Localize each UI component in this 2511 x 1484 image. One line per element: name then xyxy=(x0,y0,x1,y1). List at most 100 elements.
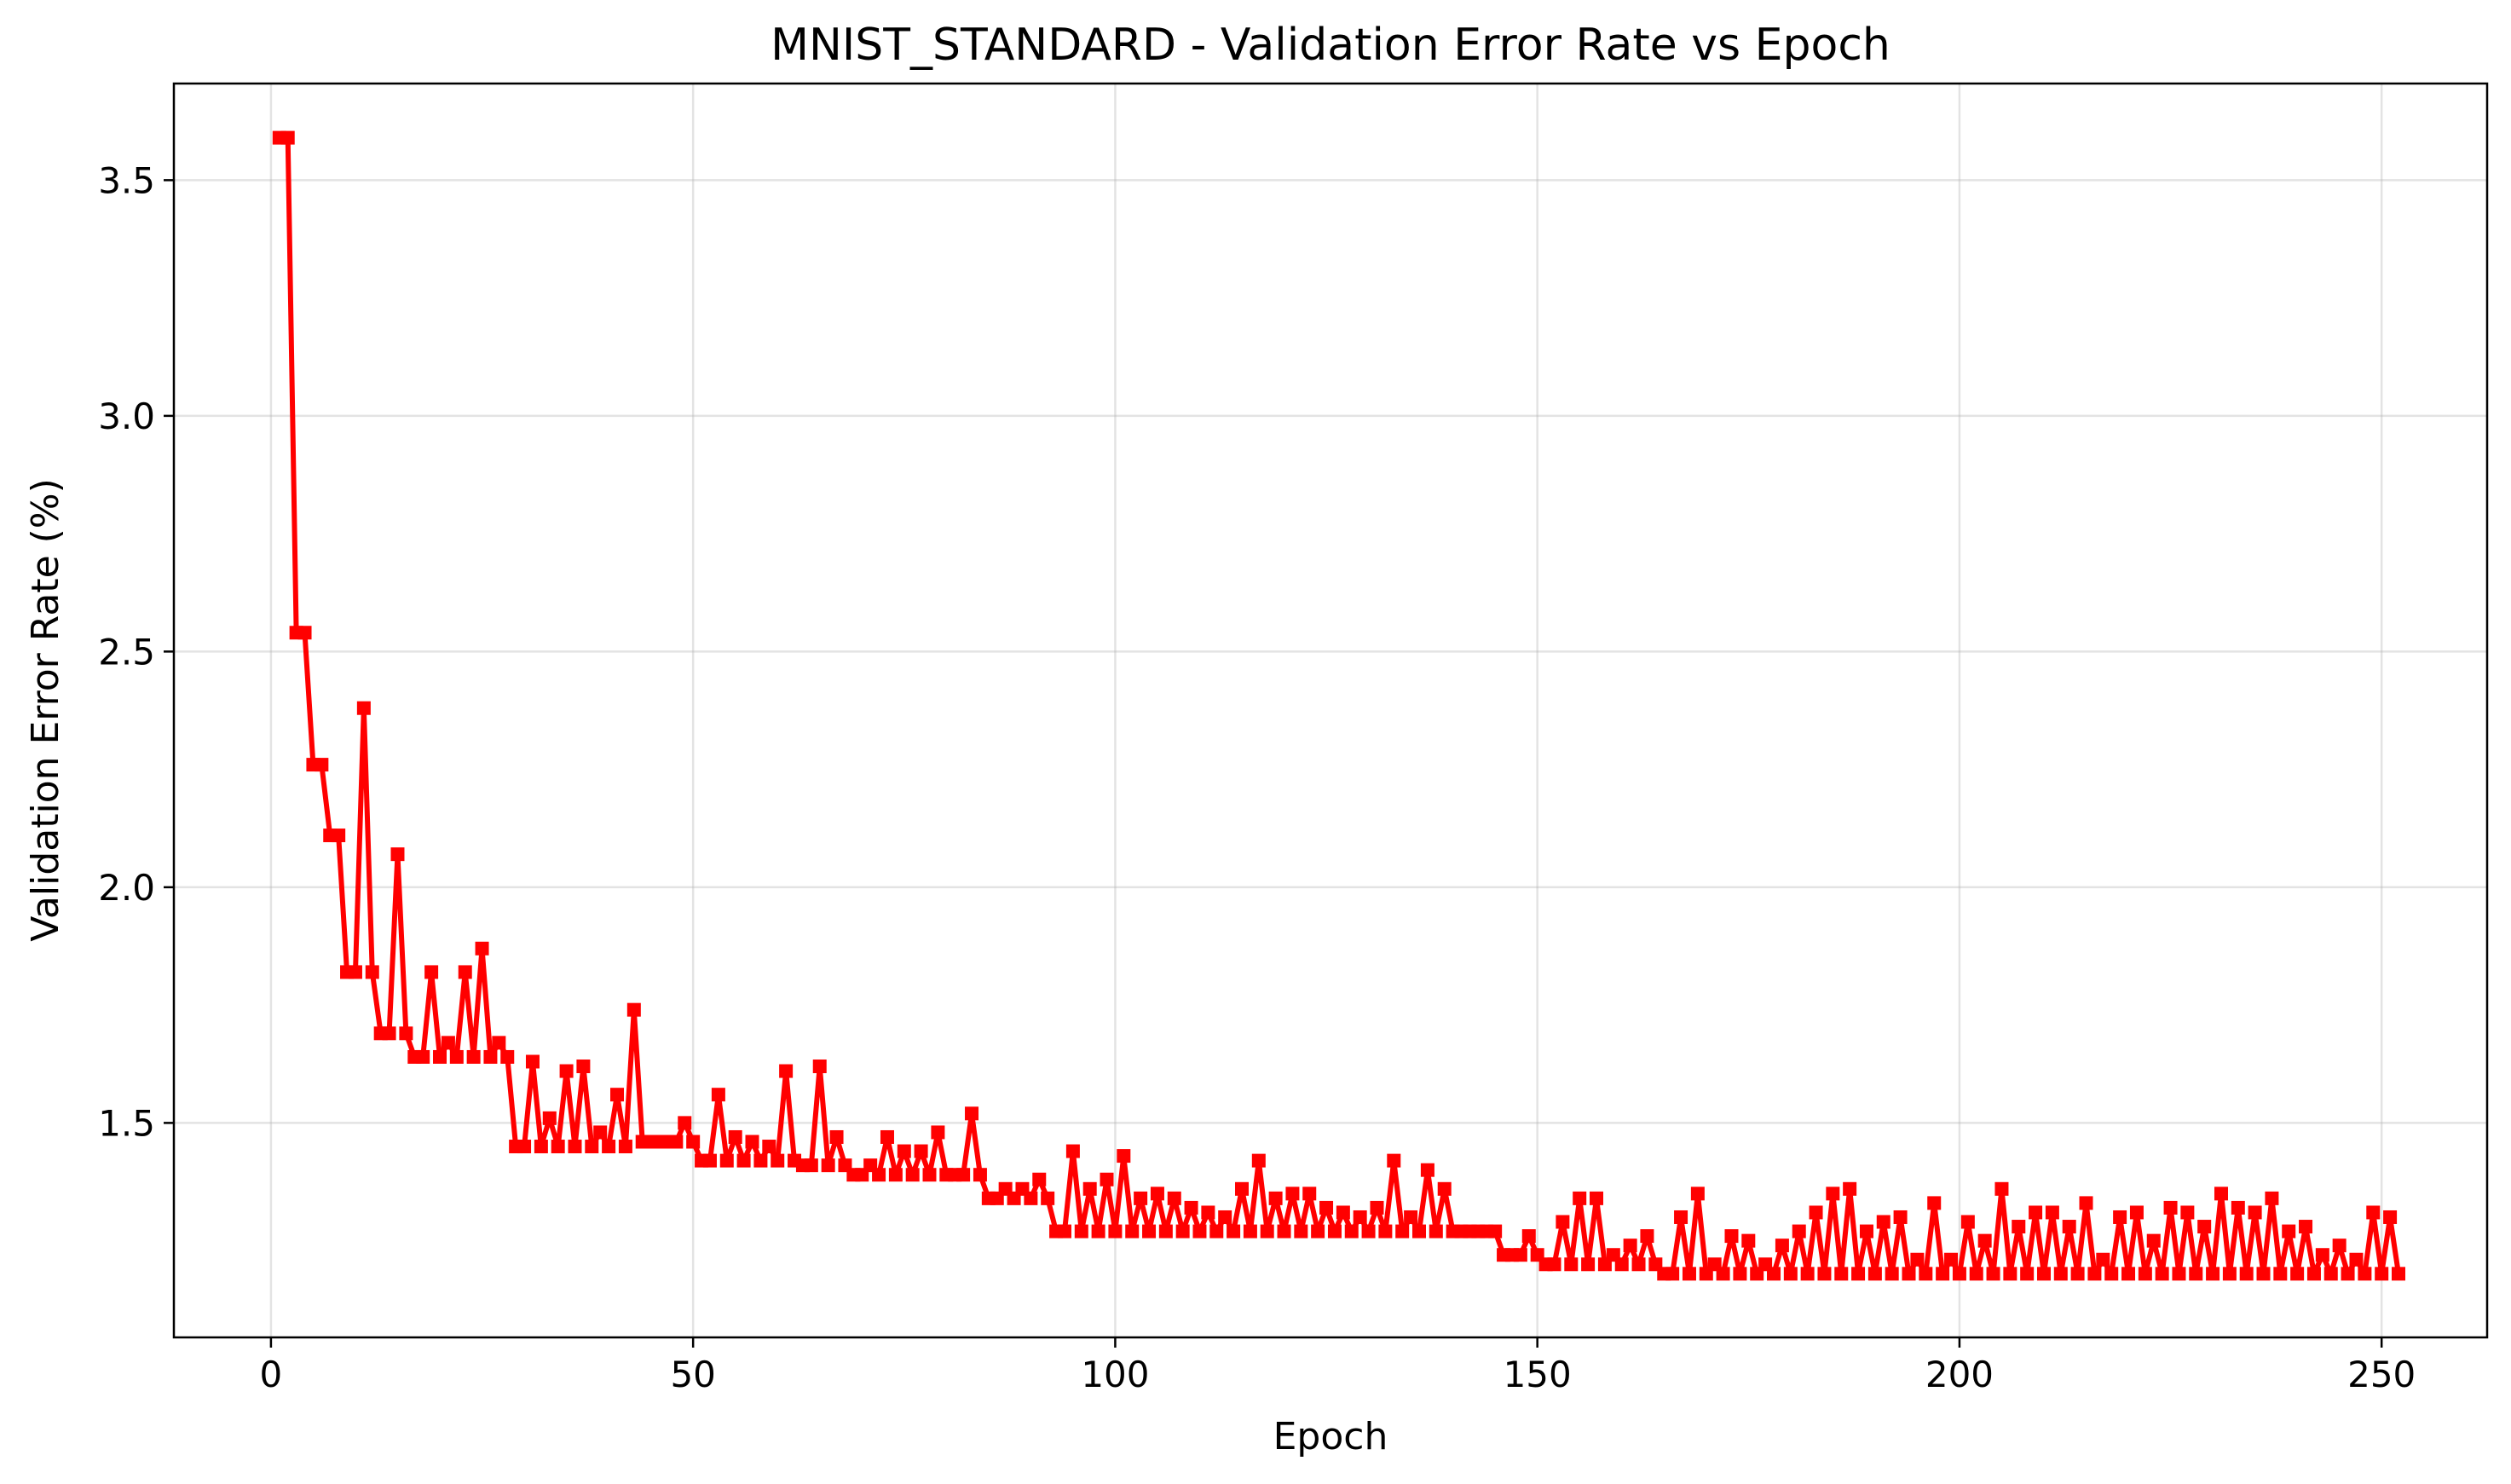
data-point-marker xyxy=(719,1153,734,1168)
data-point-marker xyxy=(1395,1224,1410,1239)
data-point-marker xyxy=(2163,1200,2178,1215)
data-point-marker xyxy=(1640,1229,1654,1244)
data-point-marker xyxy=(753,1153,768,1168)
data-point-marker xyxy=(1167,1191,1181,1205)
data-point-marker xyxy=(829,1129,844,1144)
data-point-marker xyxy=(1927,1196,1942,1210)
data-point-marker xyxy=(872,1168,886,1182)
data-point-marker xyxy=(888,1168,903,1182)
data-point-marker xyxy=(762,1140,776,1154)
data-point-marker xyxy=(922,1168,937,1182)
data-point-marker xyxy=(1192,1224,1207,1239)
data-point-marker xyxy=(1573,1191,1587,1205)
data-point-marker xyxy=(2087,1267,2102,1281)
data-point-marker xyxy=(1336,1205,1350,1220)
data-point-marker xyxy=(2053,1267,2068,1281)
data-point-marker xyxy=(1150,1187,1164,1201)
data-point-marker xyxy=(1809,1205,1823,1220)
y-tick-label: 3.0 xyxy=(98,396,155,437)
data-point-marker xyxy=(382,1026,396,1041)
data-point-marker xyxy=(1260,1224,1274,1239)
data-point-marker xyxy=(2265,1191,2279,1205)
x-axis-label: Epoch xyxy=(1273,1415,1388,1458)
data-point-marker xyxy=(1082,1181,1097,1196)
data-point-marker xyxy=(1108,1224,1123,1239)
data-point-marker xyxy=(1277,1224,1291,1239)
data-point-marker xyxy=(1690,1187,1705,1201)
data-point-marker xyxy=(2129,1205,2144,1220)
data-point-marker xyxy=(1960,1215,1975,1229)
data-point-marker xyxy=(1674,1210,1688,1224)
data-point-marker xyxy=(745,1135,759,1149)
data-point-marker xyxy=(1404,1210,1418,1224)
data-point-marker xyxy=(1175,1224,1190,1239)
data-point-marker xyxy=(914,1144,928,1158)
data-point-marker xyxy=(812,1060,827,1074)
data-point-marker xyxy=(2029,1205,2043,1220)
data-point-marker xyxy=(2341,1267,2355,1281)
data-point-marker xyxy=(1724,1229,1739,1244)
data-point-marker xyxy=(2349,1252,2364,1267)
data-point-marker xyxy=(1952,1267,1966,1281)
data-point-marker xyxy=(2332,1239,2346,1253)
data-point-marker xyxy=(973,1168,987,1182)
data-point-marker xyxy=(1994,1181,2009,1196)
data-point-marker xyxy=(356,701,371,715)
data-point-marker xyxy=(1843,1181,1857,1196)
data-point-marker xyxy=(492,1036,506,1050)
data-point-marker xyxy=(1783,1267,1798,1281)
data-point-marker xyxy=(905,1168,920,1182)
data-point-marker xyxy=(626,1002,641,1017)
data-point-marker xyxy=(1209,1224,1224,1239)
data-point-marker xyxy=(2079,1196,2093,1210)
x-tick-label: 50 xyxy=(670,1354,715,1395)
data-point-marker xyxy=(2315,1248,2329,1262)
data-point-marker xyxy=(1117,1149,1131,1164)
data-point-marker xyxy=(1834,1267,1849,1281)
data-point-marker xyxy=(2290,1267,2305,1281)
data-point-marker xyxy=(1387,1153,1401,1168)
data-point-marker xyxy=(1024,1191,1038,1205)
data-point-marker xyxy=(2172,1267,2186,1281)
data-point-marker xyxy=(702,1153,717,1168)
data-point-marker xyxy=(559,1064,574,1078)
data-point-marker xyxy=(1767,1267,1781,1281)
data-point-marker xyxy=(1285,1187,1300,1201)
data-point-marker xyxy=(2197,1220,2212,1234)
axes-layer: 0 50 100 150 200 250 1.5 2.0 2.5 3.0 3.5 xyxy=(98,82,2489,1395)
data-point-marker xyxy=(610,1088,625,1102)
data-point-marker xyxy=(2306,1267,2321,1281)
data-point-marker xyxy=(2222,1267,2237,1281)
data-point-marker xyxy=(2180,1205,2195,1220)
data-point-marker xyxy=(1074,1224,1088,1239)
data-point-marker xyxy=(736,1153,751,1168)
data-point-marker xyxy=(678,1116,692,1130)
data-point-marker xyxy=(458,965,472,979)
data-point-marker xyxy=(1201,1205,1215,1220)
data-point-marker xyxy=(1125,1224,1140,1239)
data-point-marker xyxy=(433,1049,447,1064)
data-point-marker xyxy=(1556,1215,1570,1229)
series-line xyxy=(279,135,2401,1277)
data-point-marker xyxy=(1547,1257,1561,1272)
data-point-marker xyxy=(348,965,362,979)
data-point-marker xyxy=(1969,1267,1983,1281)
data-point-marker xyxy=(2366,1205,2381,1220)
data-point-marker xyxy=(2121,1267,2136,1281)
data-point-marker xyxy=(542,1111,557,1125)
data-point-marker xyxy=(332,829,346,843)
plot-frame xyxy=(172,82,2489,1339)
data-point-marker xyxy=(2036,1267,2051,1281)
data-point-marker xyxy=(618,1140,632,1154)
x-tick-label: 0 xyxy=(260,1354,283,1395)
data-point-marker xyxy=(1032,1172,1047,1187)
data-point-marker xyxy=(2248,1205,2262,1220)
data-point-marker xyxy=(2273,1267,2288,1281)
data-point-marker xyxy=(424,965,439,979)
data-point-marker xyxy=(1513,1248,1527,1262)
data-point-marker xyxy=(1327,1224,1342,1239)
data-point-marker xyxy=(593,1125,608,1140)
data-point-marker xyxy=(1944,1252,1959,1267)
data-point-marker xyxy=(1158,1224,1173,1239)
